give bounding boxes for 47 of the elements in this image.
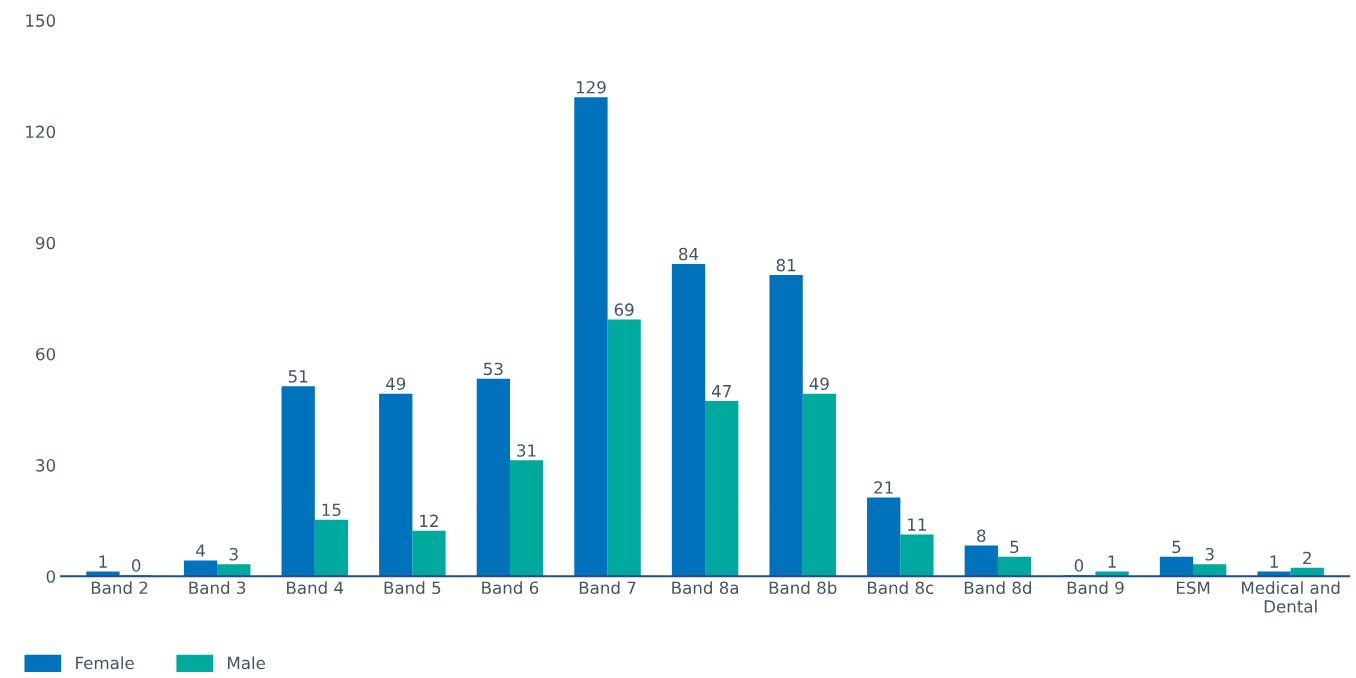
data-label: 15 bbox=[322, 503, 341, 517]
data-label: 31 bbox=[517, 444, 536, 457]
y-tick-label: 0 bbox=[46, 570, 56, 583]
data-label: 84 bbox=[679, 247, 699, 261]
y-tick-label: 60 bbox=[36, 347, 56, 361]
y-tick-label: 30 bbox=[36, 459, 56, 472]
y-tick-label: 90 bbox=[36, 236, 56, 250]
data-label: 8 bbox=[977, 529, 986, 543]
data-label: 4 bbox=[196, 544, 205, 557]
data-label: 51 bbox=[288, 370, 308, 383]
data-label: 47 bbox=[711, 385, 731, 398]
x-tick-label: Band 9 bbox=[1067, 581, 1124, 595]
data-label: 69 bbox=[614, 303, 634, 316]
data-label: 81 bbox=[776, 258, 796, 272]
data-label: 1 bbox=[1270, 555, 1278, 568]
data-label: 0 bbox=[131, 559, 141, 572]
x-tick-label: Band 6 bbox=[482, 581, 539, 595]
data-label: 49 bbox=[385, 377, 406, 391]
data-label: 0 bbox=[1074, 559, 1084, 572]
data-label: 129 bbox=[576, 80, 606, 94]
x-tick-label: Band 4 bbox=[287, 581, 344, 595]
data-label: 49 bbox=[809, 377, 829, 391]
y-tick-label: 150 bbox=[26, 14, 56, 27]
data-label: 11 bbox=[908, 518, 926, 531]
x-tick-label: Band 8a bbox=[672, 581, 739, 595]
x-tick-label: ESM bbox=[1176, 581, 1210, 595]
data-label: 53 bbox=[484, 362, 503, 376]
data-label: 5 bbox=[1172, 540, 1181, 554]
x-tick-label: Band 3 bbox=[189, 581, 246, 595]
legend-label: Female bbox=[76, 656, 134, 670]
data-label: 21 bbox=[874, 481, 893, 494]
data-label: 3 bbox=[229, 547, 238, 561]
data-label: 3 bbox=[1205, 547, 1214, 561]
data-label: 1 bbox=[99, 555, 107, 568]
legend-label: Male bbox=[228, 656, 266, 670]
data-label: 1 bbox=[1108, 555, 1116, 568]
y-tick-label: 120 bbox=[26, 125, 56, 139]
x-tick-label: Band 7 bbox=[579, 581, 636, 595]
data-label: 12 bbox=[420, 514, 438, 527]
data-label: 5 bbox=[1010, 540, 1019, 554]
x-tick-label: Band 2 bbox=[91, 581, 148, 595]
data-label: 2 bbox=[1303, 551, 1311, 565]
x-tick-label: Band 8b bbox=[769, 581, 837, 595]
x-tick-label: Band 5 bbox=[384, 581, 441, 595]
x-tick-label: Band 8d bbox=[964, 581, 1032, 595]
x-tick-label: Band 8c bbox=[868, 581, 934, 595]
x-tick-label: Medical and Dental bbox=[1242, 581, 1340, 613]
